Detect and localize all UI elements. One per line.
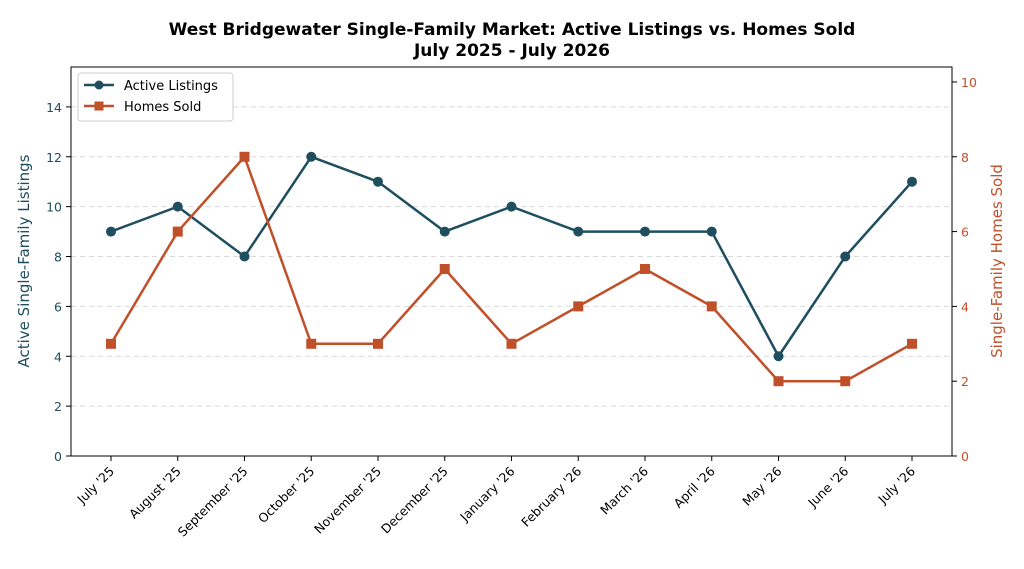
series-active-listings [106, 151, 917, 362]
y-axis-right-label: Single-Family Homes Sold [988, 164, 1006, 358]
data-point [840, 376, 851, 387]
data-point [439, 263, 450, 274]
y-left-tick-label: 0 [54, 449, 62, 464]
data-point [840, 251, 851, 262]
legend: Active Listings Homes Sold [77, 72, 234, 122]
data-point [506, 201, 517, 212]
legend-label-active-listings: Active Listings [124, 79, 218, 94]
data-point [439, 226, 450, 237]
legend-marker-square [94, 101, 104, 111]
data-point [172, 226, 183, 237]
x-tick-label: January '26 [456, 463, 517, 524]
data-point [640, 263, 650, 274]
x-tick-label: February '26 [518, 463, 584, 529]
x-tick-label: June '26 [804, 463, 851, 510]
legend-box [77, 72, 234, 122]
y-right-tick-label: 4 [961, 299, 969, 314]
y-axis-right: 0 2 4 6 8 10 [952, 75, 977, 464]
y-left-tick-label: 6 [54, 299, 62, 314]
x-tick-label: November '25 [311, 464, 384, 537]
data-point [573, 301, 584, 312]
y-left-tick-label: 8 [54, 250, 62, 265]
data-point [239, 251, 250, 262]
gridlines [71, 106, 952, 407]
chart-title-line-2: July 2025 - July 2026 [413, 41, 610, 61]
legend-marker-circle [94, 80, 104, 90]
chart-title-line-1: West Bridgewater Single-Family Market: A… [169, 20, 856, 40]
series-homes-sold [106, 151, 917, 387]
data-point [773, 351, 784, 362]
series-layer [106, 151, 917, 387]
x-tick-label: July '25 [73, 464, 117, 508]
legend-label-homes-sold: Homes Sold [124, 100, 201, 115]
x-tick-label: August '25 [126, 464, 184, 522]
y-right-tick-label: 0 [961, 449, 969, 464]
y-left-tick-label: 4 [54, 349, 62, 364]
y-axis-left-label: Active Single-Family Listings [15, 154, 33, 367]
y-right-tick-label: 6 [961, 225, 969, 240]
data-point [373, 176, 383, 187]
x-tick-label: April '26 [671, 463, 718, 510]
y-left-tick-label: 12 [46, 150, 62, 165]
data-point [506, 338, 517, 349]
y-left-tick-label: 2 [54, 399, 62, 414]
data-point [373, 338, 383, 349]
data-point [573, 226, 584, 237]
x-tick-label: March '26 [597, 463, 651, 517]
y-left-tick-label: 14 [46, 100, 62, 115]
data-point [306, 151, 317, 162]
x-tick-label: September '25 [175, 464, 251, 540]
x-tick-label: October '25 [255, 464, 317, 526]
x-tick-label: July '26 [874, 463, 918, 507]
data-point [172, 201, 183, 212]
data-point [907, 176, 917, 187]
data-point [706, 226, 717, 237]
plot-frame [70, 66, 953, 457]
y-right-tick-label: 8 [961, 150, 969, 165]
x-tick-label: December '25 [378, 464, 451, 537]
data-point [773, 376, 784, 387]
y-right-tick-label: 2 [961, 374, 969, 389]
data-point [306, 338, 317, 349]
data-point [106, 338, 116, 349]
data-point [106, 226, 116, 237]
data-point [239, 151, 250, 162]
data-point [907, 338, 917, 349]
y-axis-left: 0 2 4 6 8 10 12 14 [46, 100, 71, 464]
data-point [640, 226, 650, 237]
x-tick-label: May '26 [739, 463, 784, 508]
y-right-tick-label: 10 [961, 75, 977, 90]
data-point [706, 301, 717, 312]
y-left-tick-label: 10 [46, 200, 62, 215]
